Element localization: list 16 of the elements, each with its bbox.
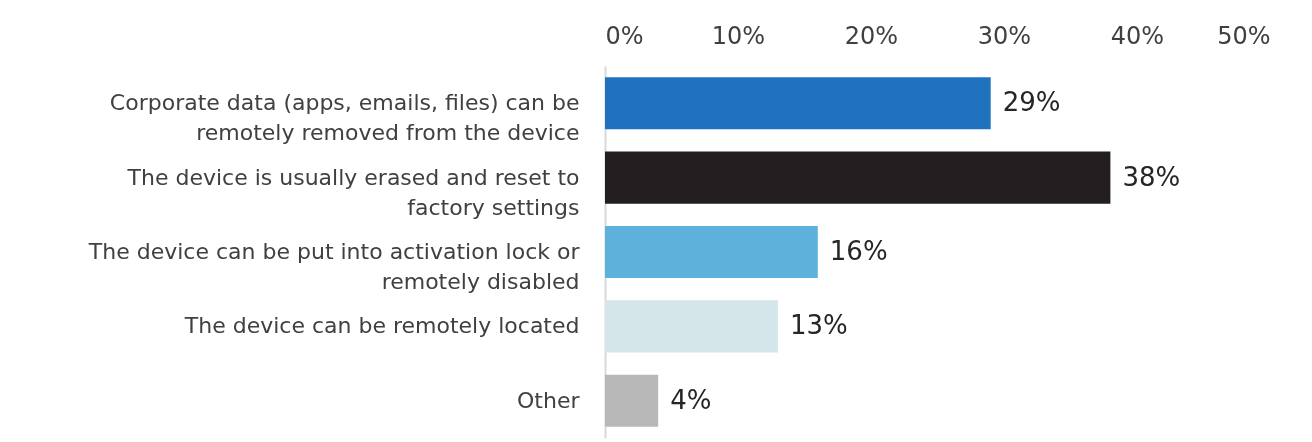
y-tick-label: Corporate data (apps, emails, files) can be remotely removed from the device	[109, 90, 580, 146]
data-label: 29%	[1002, 87, 1061, 118]
x-tick-label: 30%	[977, 21, 1032, 50]
y-tick-label: Other	[517, 387, 581, 413]
x-tick-label: 0%	[605, 21, 644, 50]
x-tick-label: 50%	[1217, 21, 1271, 50]
y-tick-label: The device can be remotely located	[183, 313, 580, 339]
data-label: 38%	[1122, 161, 1181, 192]
y-tick-label: The device is usually erased and reset to factory settings	[126, 164, 580, 220]
x-tick-label: 20%	[844, 21, 899, 50]
y-tick-label: The device can be put into activation lock or remotely disabled	[87, 239, 581, 294]
data-label: 13%	[789, 310, 848, 341]
x-tick-label: 40%	[1110, 21, 1165, 50]
x-tick-label: 10%	[711, 21, 766, 50]
data-label: 4%	[670, 384, 712, 415]
data-label: 16%	[829, 236, 888, 266]
